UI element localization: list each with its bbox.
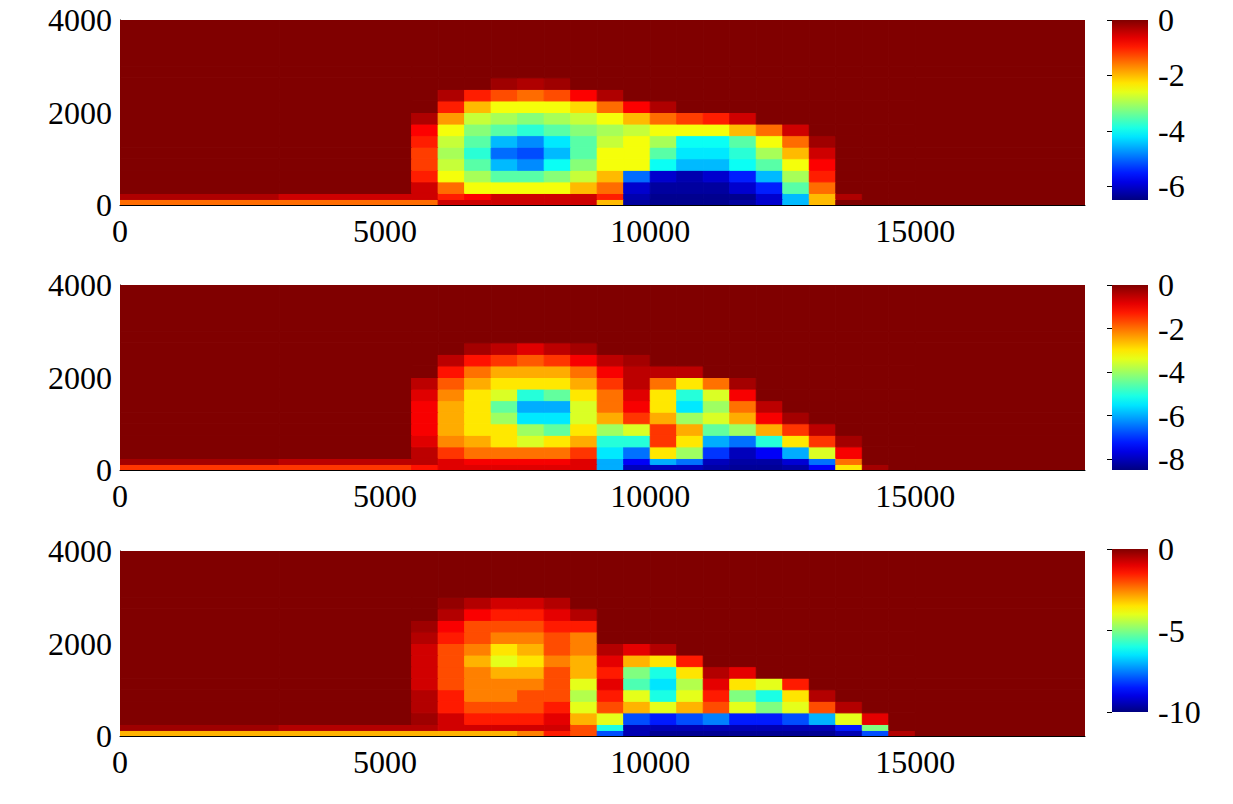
svg-text:2000: 2000 — [48, 626, 112, 662]
svg-text:0: 0 — [96, 452, 112, 488]
svg-text:15000: 15000 — [875, 478, 955, 514]
svg-text:0: 0 — [1158, 267, 1174, 303]
svg-text:-8: -8 — [1158, 441, 1185, 477]
svg-text:0: 0 — [96, 718, 112, 754]
svg-text:-6: -6 — [1158, 398, 1185, 434]
svg-text:-10: -10 — [1158, 694, 1201, 730]
svg-text:10000: 10000 — [610, 744, 690, 780]
svg-text:-2: -2 — [1158, 57, 1185, 93]
svg-text:0: 0 — [112, 478, 128, 514]
svg-text:0: 0 — [1158, 531, 1174, 567]
svg-text:4000: 4000 — [48, 267, 112, 303]
svg-text:-5: -5 — [1158, 613, 1185, 649]
svg-text:2000: 2000 — [48, 95, 112, 131]
svg-text:15000: 15000 — [875, 213, 955, 249]
svg-text:0: 0 — [1158, 2, 1174, 38]
svg-text:5000: 5000 — [353, 744, 417, 780]
svg-text:5000: 5000 — [353, 213, 417, 249]
svg-text:5000: 5000 — [353, 478, 417, 514]
svg-text:4000: 4000 — [48, 2, 112, 38]
svg-text:0: 0 — [112, 744, 128, 780]
svg-text:0: 0 — [112, 213, 128, 249]
svg-text:10000: 10000 — [610, 213, 690, 249]
svg-text:-4: -4 — [1158, 354, 1185, 390]
svg-text:2000: 2000 — [48, 360, 112, 396]
svg-text:4000: 4000 — [48, 533, 112, 569]
svg-text:10000: 10000 — [610, 478, 690, 514]
svg-text:-6: -6 — [1158, 168, 1185, 204]
svg-text:0: 0 — [96, 187, 112, 223]
svg-text:-4: -4 — [1158, 113, 1185, 149]
svg-text:15000: 15000 — [875, 744, 955, 780]
svg-text:-2: -2 — [1158, 311, 1185, 347]
